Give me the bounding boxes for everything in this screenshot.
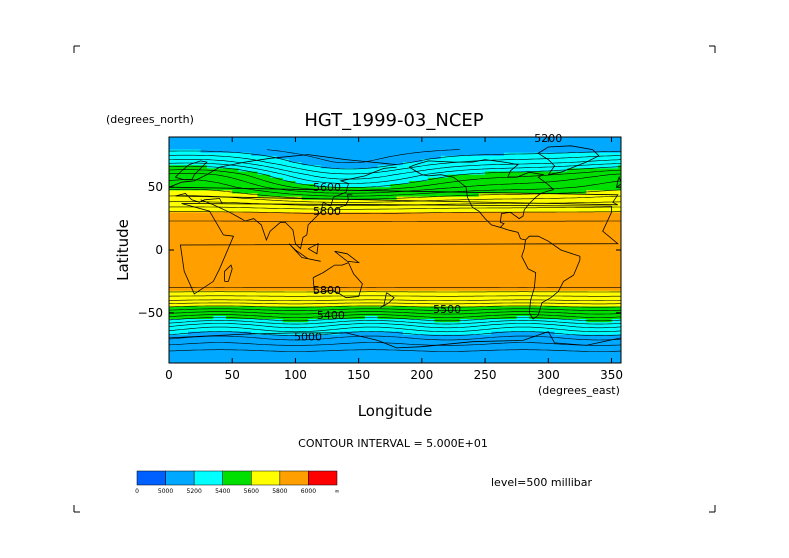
level-text: level=500 millibar [491, 476, 593, 489]
y-unit-label: (degrees_north) [106, 113, 194, 126]
colorbar-swatch [222, 470, 252, 486]
contour-line [169, 165, 621, 188]
coastline [616, 176, 621, 188]
y-tick-label: 0 [155, 243, 163, 257]
contour-line [169, 335, 621, 341]
x-tick-label: 100 [284, 368, 307, 382]
x-tick-label: 200 [410, 368, 433, 382]
y-axis-label: Latitude [114, 219, 132, 281]
contour-line [169, 314, 621, 318]
coastline [288, 243, 321, 262]
crop-marks [73, 45, 716, 513]
coastline [379, 292, 395, 309]
chart-title: HGT_1999-03_NCEP [304, 110, 483, 131]
height-field [169, 137, 621, 363]
colorbar-swatch [193, 470, 223, 486]
coastline [179, 203, 619, 295]
coastline [408, 159, 555, 228]
y-axis: −50 0 50 [138, 180, 621, 320]
colorbar-tick-label: 5000 [158, 488, 173, 495]
contour-line [169, 317, 621, 322]
colorbar: 0 5000 5200 5400 5600 5800 6000 ∞ [135, 470, 340, 495]
coastline [333, 194, 353, 212]
coastline [169, 154, 397, 188]
colorbar-tick-label: 5800 [272, 488, 287, 495]
coastline [224, 264, 233, 282]
colorbar-tick-label: ∞ [335, 488, 340, 495]
colorbar-tick-label: 0 [135, 488, 139, 495]
colorbar-swatch [251, 470, 281, 486]
x-tick-label: 50 [225, 368, 240, 382]
x-tick-label: 150 [347, 368, 370, 382]
x-unit-label: (degrees_east) [538, 384, 620, 397]
contour-line [169, 302, 621, 305]
coastline [169, 186, 619, 206]
contour-label: 5400 [317, 309, 345, 322]
coastline [200, 166, 397, 250]
colorbar-tick-label: 5400 [215, 488, 230, 495]
colorbar-tick-label: 5200 [187, 488, 202, 495]
contour-line [169, 342, 621, 346]
x-tick-label: 0 [165, 368, 173, 382]
contour-line [169, 349, 621, 352]
contour-interval-text: CONTOUR INTERVAL = 5.000E+01 [298, 437, 488, 450]
contour-line [169, 162, 621, 184]
colorbar-swatch [136, 470, 166, 486]
coastline [169, 331, 621, 349]
contour-line [169, 195, 621, 203]
contour-line [169, 320, 621, 325]
coastline [307, 243, 319, 255]
contour-line [169, 323, 621, 329]
x-tick-label: 250 [474, 368, 497, 382]
colorbar-swatch [279, 470, 309, 486]
contour-line [169, 211, 621, 214]
contour-label: 5500 [433, 303, 461, 316]
colorbar-tick-label: 6000 [301, 488, 316, 495]
x-axis-label: Longitude [358, 402, 433, 420]
coastline [175, 160, 208, 181]
coastline [537, 145, 600, 176]
coastline [334, 250, 361, 264]
contour-line [169, 206, 621, 210]
y-tick-label: −50 [138, 306, 163, 320]
contour-line [169, 308, 621, 311]
contour-line [169, 326, 621, 333]
coastline [500, 227, 526, 241]
contour-line [169, 169, 621, 191]
contour-line [169, 305, 621, 308]
y-tick-label: 50 [148, 180, 163, 194]
coastlines [169, 145, 621, 349]
colorbar-swatch [308, 470, 338, 486]
coastline [521, 235, 581, 320]
contour-line [169, 311, 621, 315]
contour-lines [169, 149, 621, 352]
colorbar-swatch [165, 470, 195, 486]
contour-line [169, 299, 621, 301]
contour-line [169, 154, 621, 175]
contour-line [169, 159, 621, 180]
contour-label: 5600 [313, 181, 341, 194]
contour-label: 5800 [313, 205, 341, 218]
contour-line [169, 173, 621, 194]
contour-label: 5000 [294, 330, 322, 343]
contour-line [169, 295, 621, 297]
contour-label: 5800 [313, 284, 341, 297]
x-tick-label: 350 [600, 368, 623, 382]
contour-line [266, 149, 460, 163]
x-tick-label: 300 [537, 368, 560, 382]
colorbar-tick-label: 5600 [244, 488, 259, 495]
x-axis: 0 50 100 150 200 250 300 350 [165, 137, 623, 382]
coastline [312, 262, 363, 299]
